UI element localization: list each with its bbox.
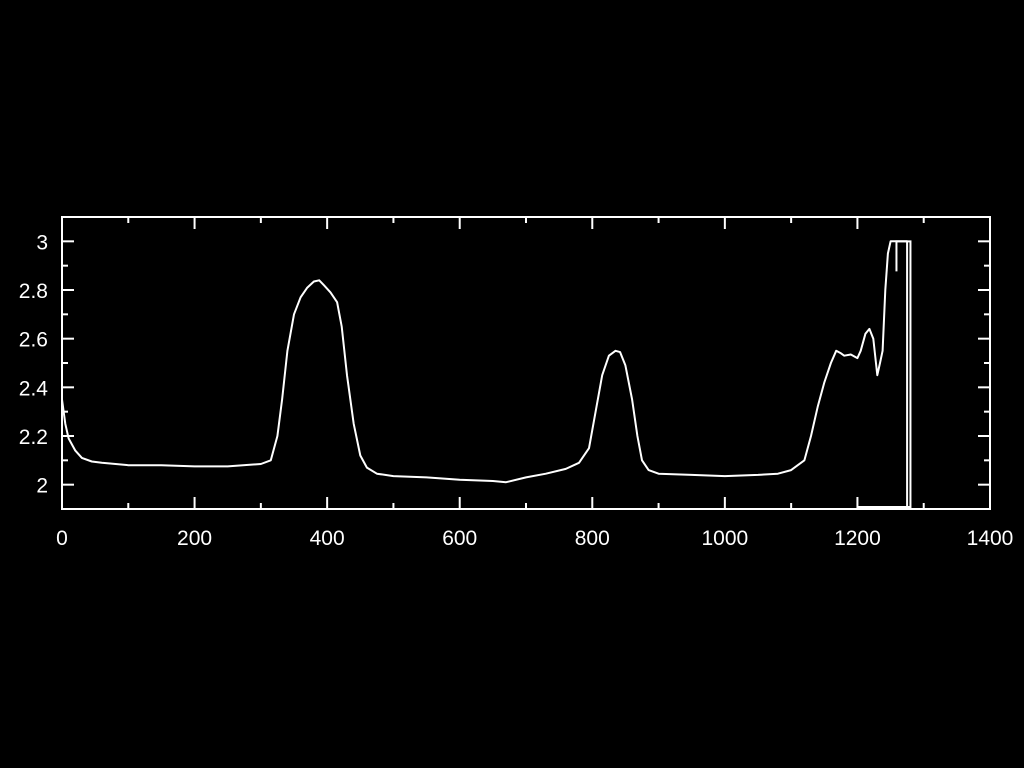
y-tick-label: 2.2 [19, 426, 48, 449]
y-tick-label: 2.6 [19, 329, 48, 352]
y-tick-label: 2.8 [19, 280, 48, 303]
y-tick-label: 3 [36, 231, 48, 254]
x-axis: 0 200 400 600 800 1000 1200 1400 [56, 217, 1013, 550]
x-tick-label: 600 [442, 527, 477, 550]
outline-box [857, 240, 912, 508]
series-line [61, 240, 909, 509]
series-layer [61, 240, 912, 509]
x-tick-label: 400 [310, 527, 345, 550]
x-tick-label: 800 [575, 527, 610, 550]
y-axis: 2 2.2 2.4 2.6 2.8 3 [19, 231, 990, 498]
x-tick-label: 1000 [701, 527, 748, 550]
x-tick-label: 0 [56, 527, 68, 550]
x-tick-label: 200 [177, 527, 212, 550]
x-tick-label: 1400 [967, 527, 1014, 550]
y-tick-label: 2.4 [19, 377, 49, 400]
y-tick-label: 2 [36, 475, 48, 498]
x-tick-label: 1200 [834, 527, 881, 550]
